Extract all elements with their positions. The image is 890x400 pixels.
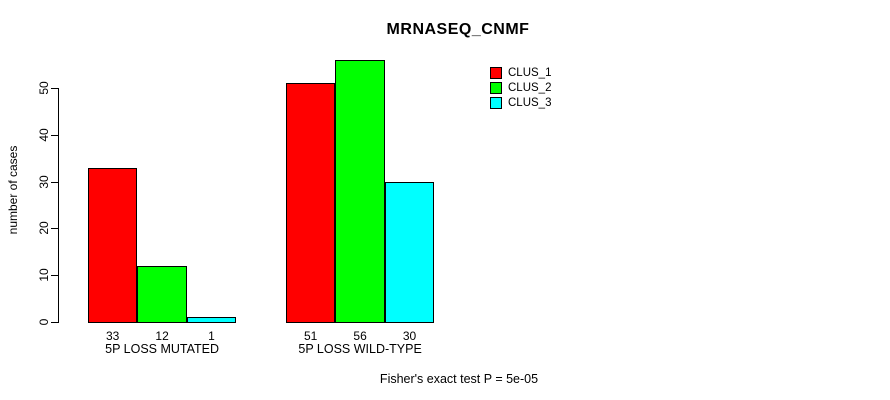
bar-value-label: 12	[155, 329, 169, 343]
bar-value-label: 33	[106, 329, 120, 343]
legend-item: CLUS_1	[490, 66, 551, 80]
y-tick	[51, 88, 58, 89]
annotation-text: Fisher's exact test P = 5e-05	[379, 372, 539, 386]
x-category-label: 5P LOSS MUTATED	[105, 342, 220, 356]
legend-label: CLUS_2	[508, 82, 552, 94]
legend-item: CLUS_2	[490, 81, 551, 95]
y-tick	[51, 322, 58, 323]
bar-clus_1-group1	[88, 167, 138, 323]
bar-clus_3-group1	[186, 317, 237, 323]
y-tick	[51, 275, 58, 276]
bar-clus_2-group1	[137, 265, 187, 323]
bar-clus_3-group2	[384, 181, 435, 323]
bar-value-label: 30	[402, 329, 417, 343]
legend-swatch-clus_2	[490, 82, 502, 94]
y-tick	[51, 228, 58, 229]
legend-label: CLUS_1	[508, 67, 552, 79]
chart-title: MRNASEQ_CNMF	[386, 21, 530, 38]
bar-value-label: 51	[304, 329, 318, 343]
legend-label: CLUS_3	[508, 97, 552, 109]
x-category-label: 5P LOSS WILD-TYPE	[298, 342, 422, 356]
bar-value-label: 56	[353, 329, 367, 343]
legend-item: CLUS_3	[490, 96, 551, 110]
y-axis-line	[58, 88, 59, 323]
legend-swatch-clus_1	[490, 67, 502, 79]
bar-clus_1-group2	[286, 83, 336, 323]
bar-clus_2-group2	[335, 59, 385, 323]
y-tick	[51, 182, 58, 183]
bar-value-label: 1	[208, 329, 215, 343]
y-tick	[51, 135, 58, 136]
legend-swatch-clus_3	[490, 97, 502, 109]
